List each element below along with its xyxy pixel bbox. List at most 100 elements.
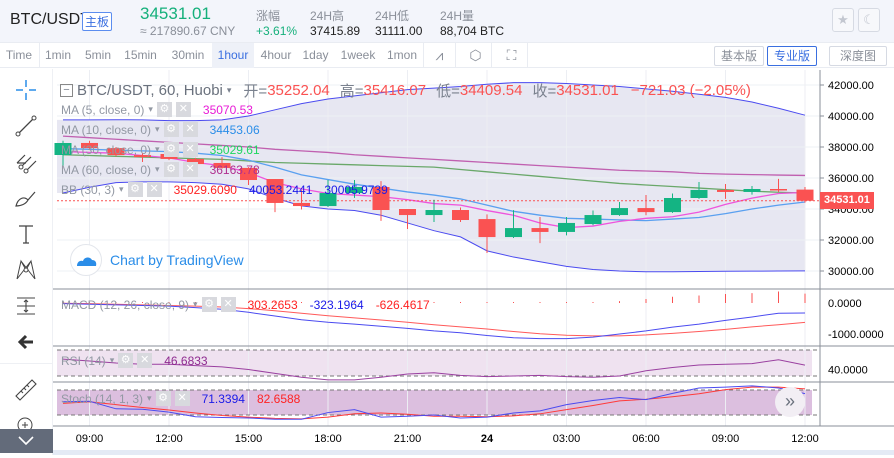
view-button-2[interactable]: 深度图 <box>829 46 887 66</box>
chevron-down-icon: ▾ <box>148 104 153 114</box>
measure-range-icon[interactable] <box>13 293 39 319</box>
candle-body <box>187 158 204 165</box>
interval-time[interactable]: Time <box>5 48 33 62</box>
study-name[interactable]: MA (30, close, 0) <box>61 142 152 157</box>
interval-4hour[interactable]: 4hour <box>260 48 292 62</box>
gear-icon[interactable]: ⚙ <box>127 182 143 197</box>
high-label: 高= <box>339 83 364 100</box>
close-icon[interactable]: ✕ <box>146 182 162 197</box>
interval-1week[interactable]: 1week <box>340 48 376 62</box>
study-value: 35070.53 <box>202 102 253 117</box>
collapse-toolbar-button[interactable] <box>0 429 53 453</box>
market-badge[interactable]: 主板 <box>82 12 113 31</box>
interval-5min[interactable]: 5min <box>84 48 111 62</box>
gear-icon[interactable]: ⚙ <box>201 297 217 312</box>
close-icon[interactable]: ✕ <box>174 391 190 406</box>
pattern-icon[interactable] <box>13 257 39 283</box>
candle-body <box>478 219 496 238</box>
price-tick: 38000.00 <box>828 142 874 154</box>
scroll-to-latest-button[interactable]: » <box>775 387 805 417</box>
view-button-1[interactable]: 专业版 <box>767 46 817 66</box>
gear-icon[interactable]: ⚙ <box>163 142 179 157</box>
macd-tick: 0.0000 <box>828 298 862 310</box>
settings-icon[interactable]: ⬡ <box>460 43 492 68</box>
crosshair-icon[interactable] <box>13 77 39 103</box>
price-tick: 32000.00 <box>828 235 874 247</box>
back-arrow-icon[interactable] <box>13 329 39 355</box>
candle-body <box>134 155 151 158</box>
study-name[interactable]: MA (60, close, 0) <box>61 162 152 177</box>
close-value: 34531.01 <box>556 82 619 99</box>
interval-toolbar: Time 1min 5min 15min 30min 1hour 4hour 1day 1wee… <box>0 42 894 68</box>
close-icon[interactable]: ✕ <box>182 162 198 177</box>
study-name[interactable]: RSI (14) <box>61 353 106 368</box>
star-icon[interactable]: ★ <box>832 8 854 32</box>
gear-icon[interactable]: ⚙ <box>163 162 179 177</box>
close-icon[interactable]: ✕ <box>182 122 198 137</box>
low-value: 34409.54 <box>459 82 523 99</box>
tradingview-watermark[interactable]: Chart by TradingView <box>70 244 244 276</box>
chevron-down-icon: ▾ <box>155 124 160 134</box>
gear-icon[interactable]: ⚙ <box>156 102 172 117</box>
gear-icon[interactable]: ⚙ <box>118 353 134 368</box>
collapse-legend-icon[interactable]: − <box>60 84 73 97</box>
candle-body <box>637 208 655 213</box>
open-value: 35252.04 <box>267 82 330 99</box>
moon-icon[interactable]: ☾ <box>858 8 880 32</box>
text-icon[interactable] <box>13 221 39 247</box>
interval-1mon[interactable]: 1mon <box>386 48 418 62</box>
indicator-icon[interactable]: ⩘ <box>424 43 456 68</box>
candle-body <box>319 193 337 207</box>
candle-body <box>505 228 522 238</box>
macd-tick: -1000.0000 <box>828 329 884 341</box>
candle-body <box>717 189 734 192</box>
close-icon[interactable]: ✕ <box>182 142 198 157</box>
view-button-0[interactable]: 基本版 <box>714 46 764 66</box>
study-name[interactable]: BB (30, 3) <box>61 182 116 197</box>
interval-1hour[interactable]: 1hour <box>212 43 254 68</box>
close-icon[interactable]: ✕ <box>175 102 191 117</box>
candle-body <box>54 143 72 155</box>
close-icon[interactable]: ✕ <box>220 297 236 312</box>
interval-15min[interactable]: 15min <box>124 48 157 62</box>
study-name[interactable]: MACD (12, 26, close, 9) <box>61 297 190 312</box>
interval-1min[interactable]: 1min <box>44 48 71 62</box>
stoch-k-line <box>62 385 806 420</box>
brush-icon[interactable] <box>13 184 39 210</box>
candle-body <box>266 179 284 203</box>
gear-icon[interactable]: ⚙ <box>163 122 179 137</box>
bollinger-band-fill <box>57 82 805 272</box>
chevron-down-icon: ▾ <box>226 85 232 95</box>
candle-body <box>372 186 390 211</box>
candle-body <box>531 228 549 232</box>
study-name[interactable]: MA (5, close, 0) <box>61 102 145 117</box>
series-title[interactable]: BTC/USDT, 60, Huobi <box>77 82 223 99</box>
study-value: 82.6588 <box>256 391 301 406</box>
divider <box>39 43 40 68</box>
study-legend: BB (30, 3) ▾ ⚙ ✕ 35029.6090 40053.2441 30005.9… <box>61 182 388 197</box>
candle-body <box>796 189 814 201</box>
study-value: 34453.06 <box>209 122 260 137</box>
candle-body <box>425 210 443 216</box>
fullscreen-icon[interactable]: ⛶ <box>496 43 528 68</box>
study-value: 71.3394 <box>201 391 245 406</box>
ruler-icon[interactable] <box>13 377 39 403</box>
pitchfork-icon[interactable] <box>13 149 39 175</box>
close-icon[interactable]: ✕ <box>137 353 153 368</box>
time-tick: 12:00 <box>155 433 183 445</box>
bb-upper-line <box>63 82 806 122</box>
trend-line-icon[interactable] <box>13 113 39 139</box>
tradingview-cloud-icon <box>70 244 102 276</box>
study-value: 46.6833 <box>164 353 208 368</box>
interval-30min[interactable]: 30min <box>171 48 205 62</box>
drawing-toolbar <box>0 69 53 455</box>
time-tick: 18:00 <box>314 433 342 445</box>
study-legend: MA (60, close, 0) ▾ ⚙ ✕ 36163.78 <box>61 162 260 177</box>
interval-1day[interactable]: 1day <box>302 48 329 62</box>
candle-body <box>346 186 363 194</box>
candle-body <box>240 167 257 181</box>
study-name[interactable]: Stoch (14, 1, 3) <box>61 391 144 406</box>
gear-icon[interactable]: ⚙ <box>155 391 171 406</box>
study-name[interactable]: MA (10, close, 0) <box>61 122 152 137</box>
